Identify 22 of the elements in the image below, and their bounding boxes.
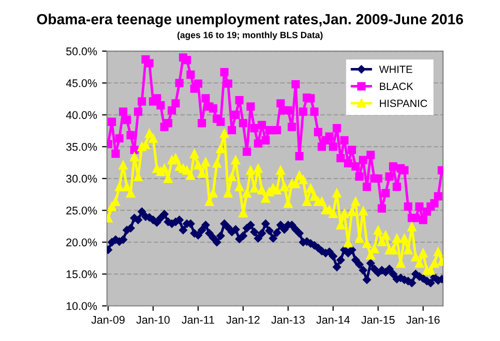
legend-label: BLACK [380,82,414,90]
y-tick-label: 25.0% [66,206,97,214]
y-tick-label: 10.0% [66,302,97,310]
x-tick-label: Jan-13 [271,316,305,324]
y-tick-label: 35.0% [66,142,97,151]
x-tick-label: Jan-11 [182,316,214,324]
x-tick-label: Jan-14 [316,316,350,324]
x-tick-label: Jan-10 [136,316,170,324]
y-tick-label: 30.0% [66,174,97,183]
y-tick-label: 45.0% [66,79,97,88]
legend-label: HISPANIC [380,100,428,108]
chart-subtitle: (ages 16 to 19; monthly BLS Data) [177,32,323,40]
y-tick-label: 50.0% [66,47,97,56]
legend-label: WHITE [379,66,412,73]
x-tick-label: Jan-09 [91,316,125,324]
x-tick-label: Jan-12 [226,316,260,324]
chart-title: Obama-era teenage unemployment rates,Jan. 2009-June 2016 [37,14,464,28]
y-tick-label: 20.0% [66,238,97,246]
y-tick-label: 15.0% [66,270,97,278]
x-tick-label: Jan-16 [406,316,440,324]
y-tick-label: 40.0% [66,111,97,119]
x-tick-label: Jan-15 [361,316,395,324]
